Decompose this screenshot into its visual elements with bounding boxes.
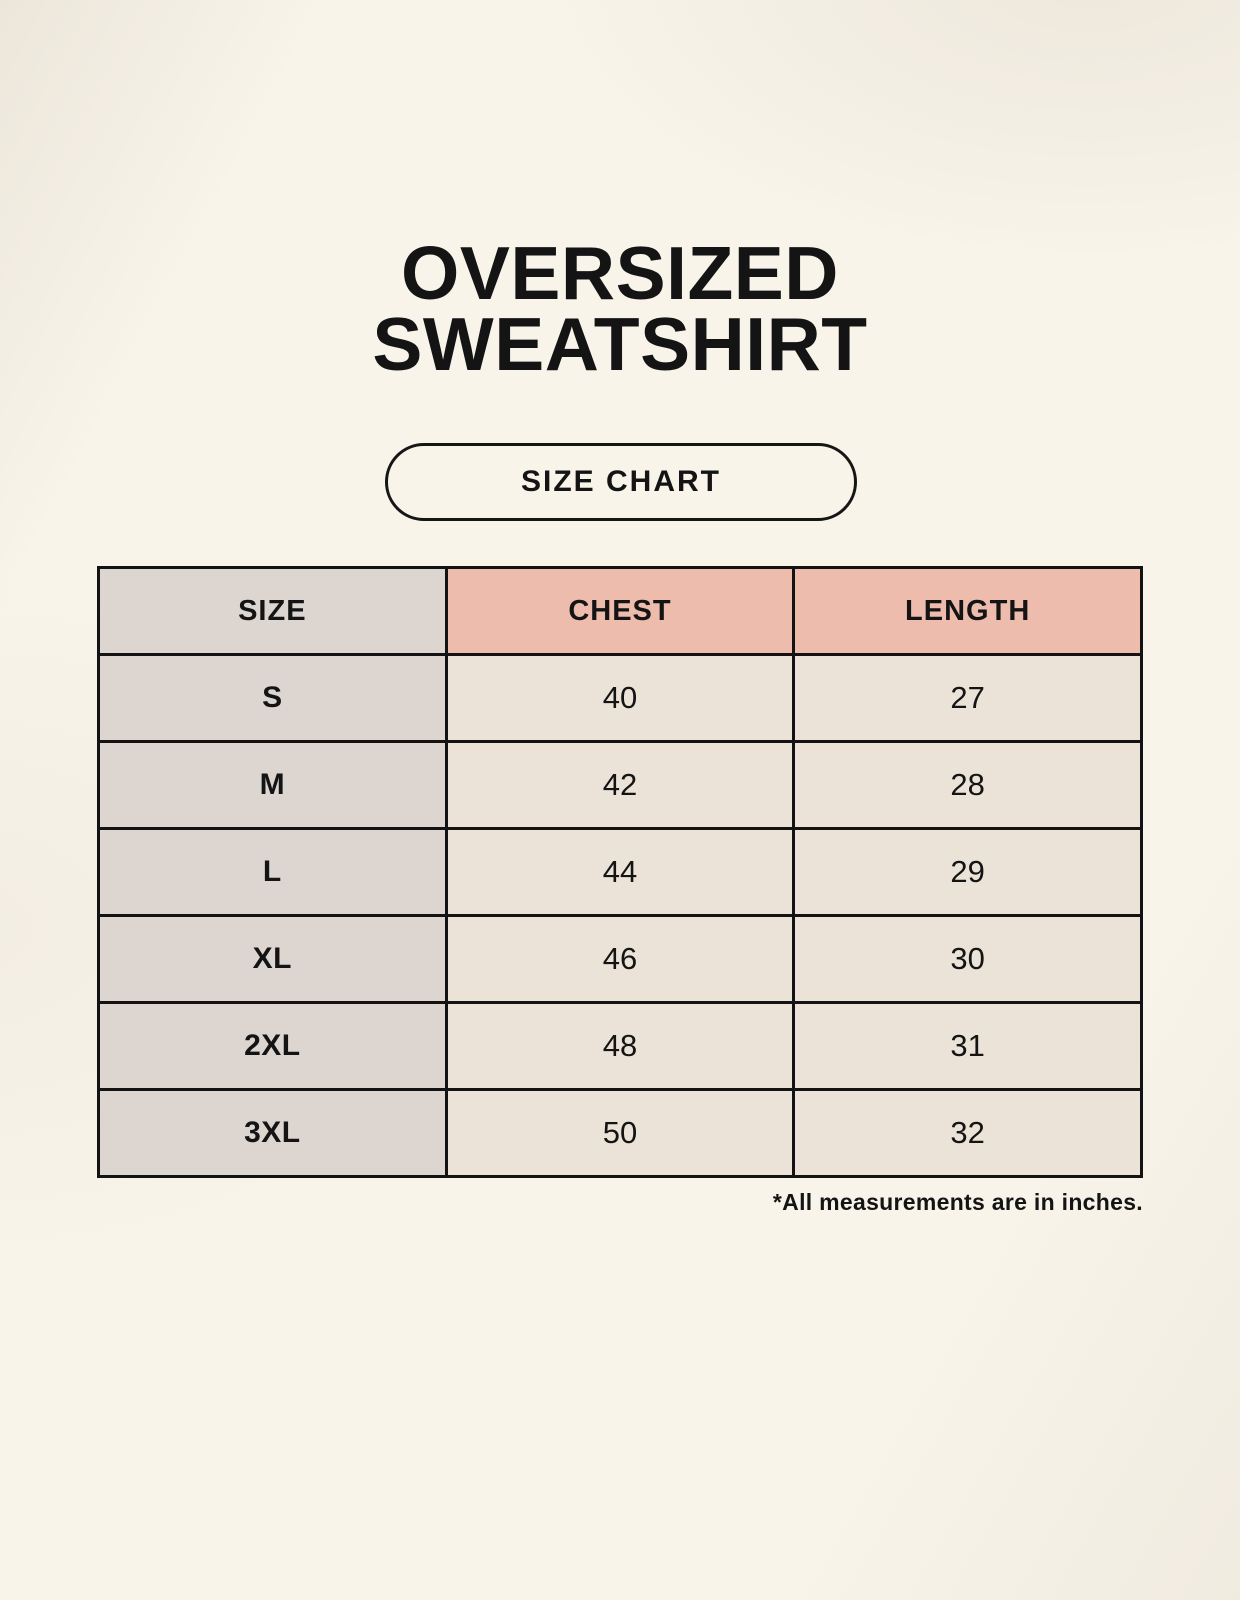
size-label: 3XL: [97, 1088, 448, 1178]
chest-value: 50: [444, 1088, 796, 1178]
page-title-line2: SWEATSHIRT: [372, 302, 868, 386]
size-label: XL: [97, 914, 448, 1004]
length-value: 32: [792, 1088, 1143, 1178]
chest-value: 44: [444, 827, 796, 917]
chest-value: 40: [444, 653, 796, 743]
table-row: M 42 28: [97, 740, 1143, 830]
length-value: 28: [792, 740, 1143, 830]
measurements-footnote: *All measurements are in inches.: [772, 1189, 1143, 1215]
size-label: M: [97, 740, 448, 830]
table-row: XL 46 30: [97, 914, 1143, 1004]
length-value: 30: [792, 914, 1143, 1004]
length-value: 27: [792, 653, 1143, 743]
chest-value: 46: [444, 914, 796, 1004]
size-label: 2XL: [97, 1001, 448, 1091]
column-header-length: LENGTH: [792, 566, 1143, 656]
column-header-chest: CHEST: [444, 566, 796, 656]
size-chart-badge: SIZE CHART: [385, 443, 857, 521]
table-row: 3XL 50 32: [97, 1088, 1143, 1178]
chest-value: 48: [444, 1001, 796, 1091]
page-title: OVERSIZED SWEATSHIRT: [0, 231, 1240, 386]
page-title-line1: OVERSIZED: [401, 231, 839, 315]
size-chart-badge-label: SIZE CHART: [521, 465, 721, 498]
table-row: 2XL 48 31: [97, 1001, 1143, 1091]
size-label: S: [97, 653, 448, 743]
chest-value: 42: [444, 740, 796, 830]
length-value: 31: [792, 1001, 1143, 1091]
size-chart-table: SIZE CHEST LENGTH S 40 27 M 42 28 L 44 2…: [97, 566, 1143, 1178]
size-label: L: [97, 827, 448, 917]
length-value: 29: [792, 827, 1143, 917]
column-header-size: SIZE: [97, 566, 448, 656]
table-row: L 44 29: [97, 827, 1143, 917]
table-header-row: SIZE CHEST LENGTH: [97, 566, 1143, 656]
table-row: S 40 27: [97, 653, 1143, 743]
